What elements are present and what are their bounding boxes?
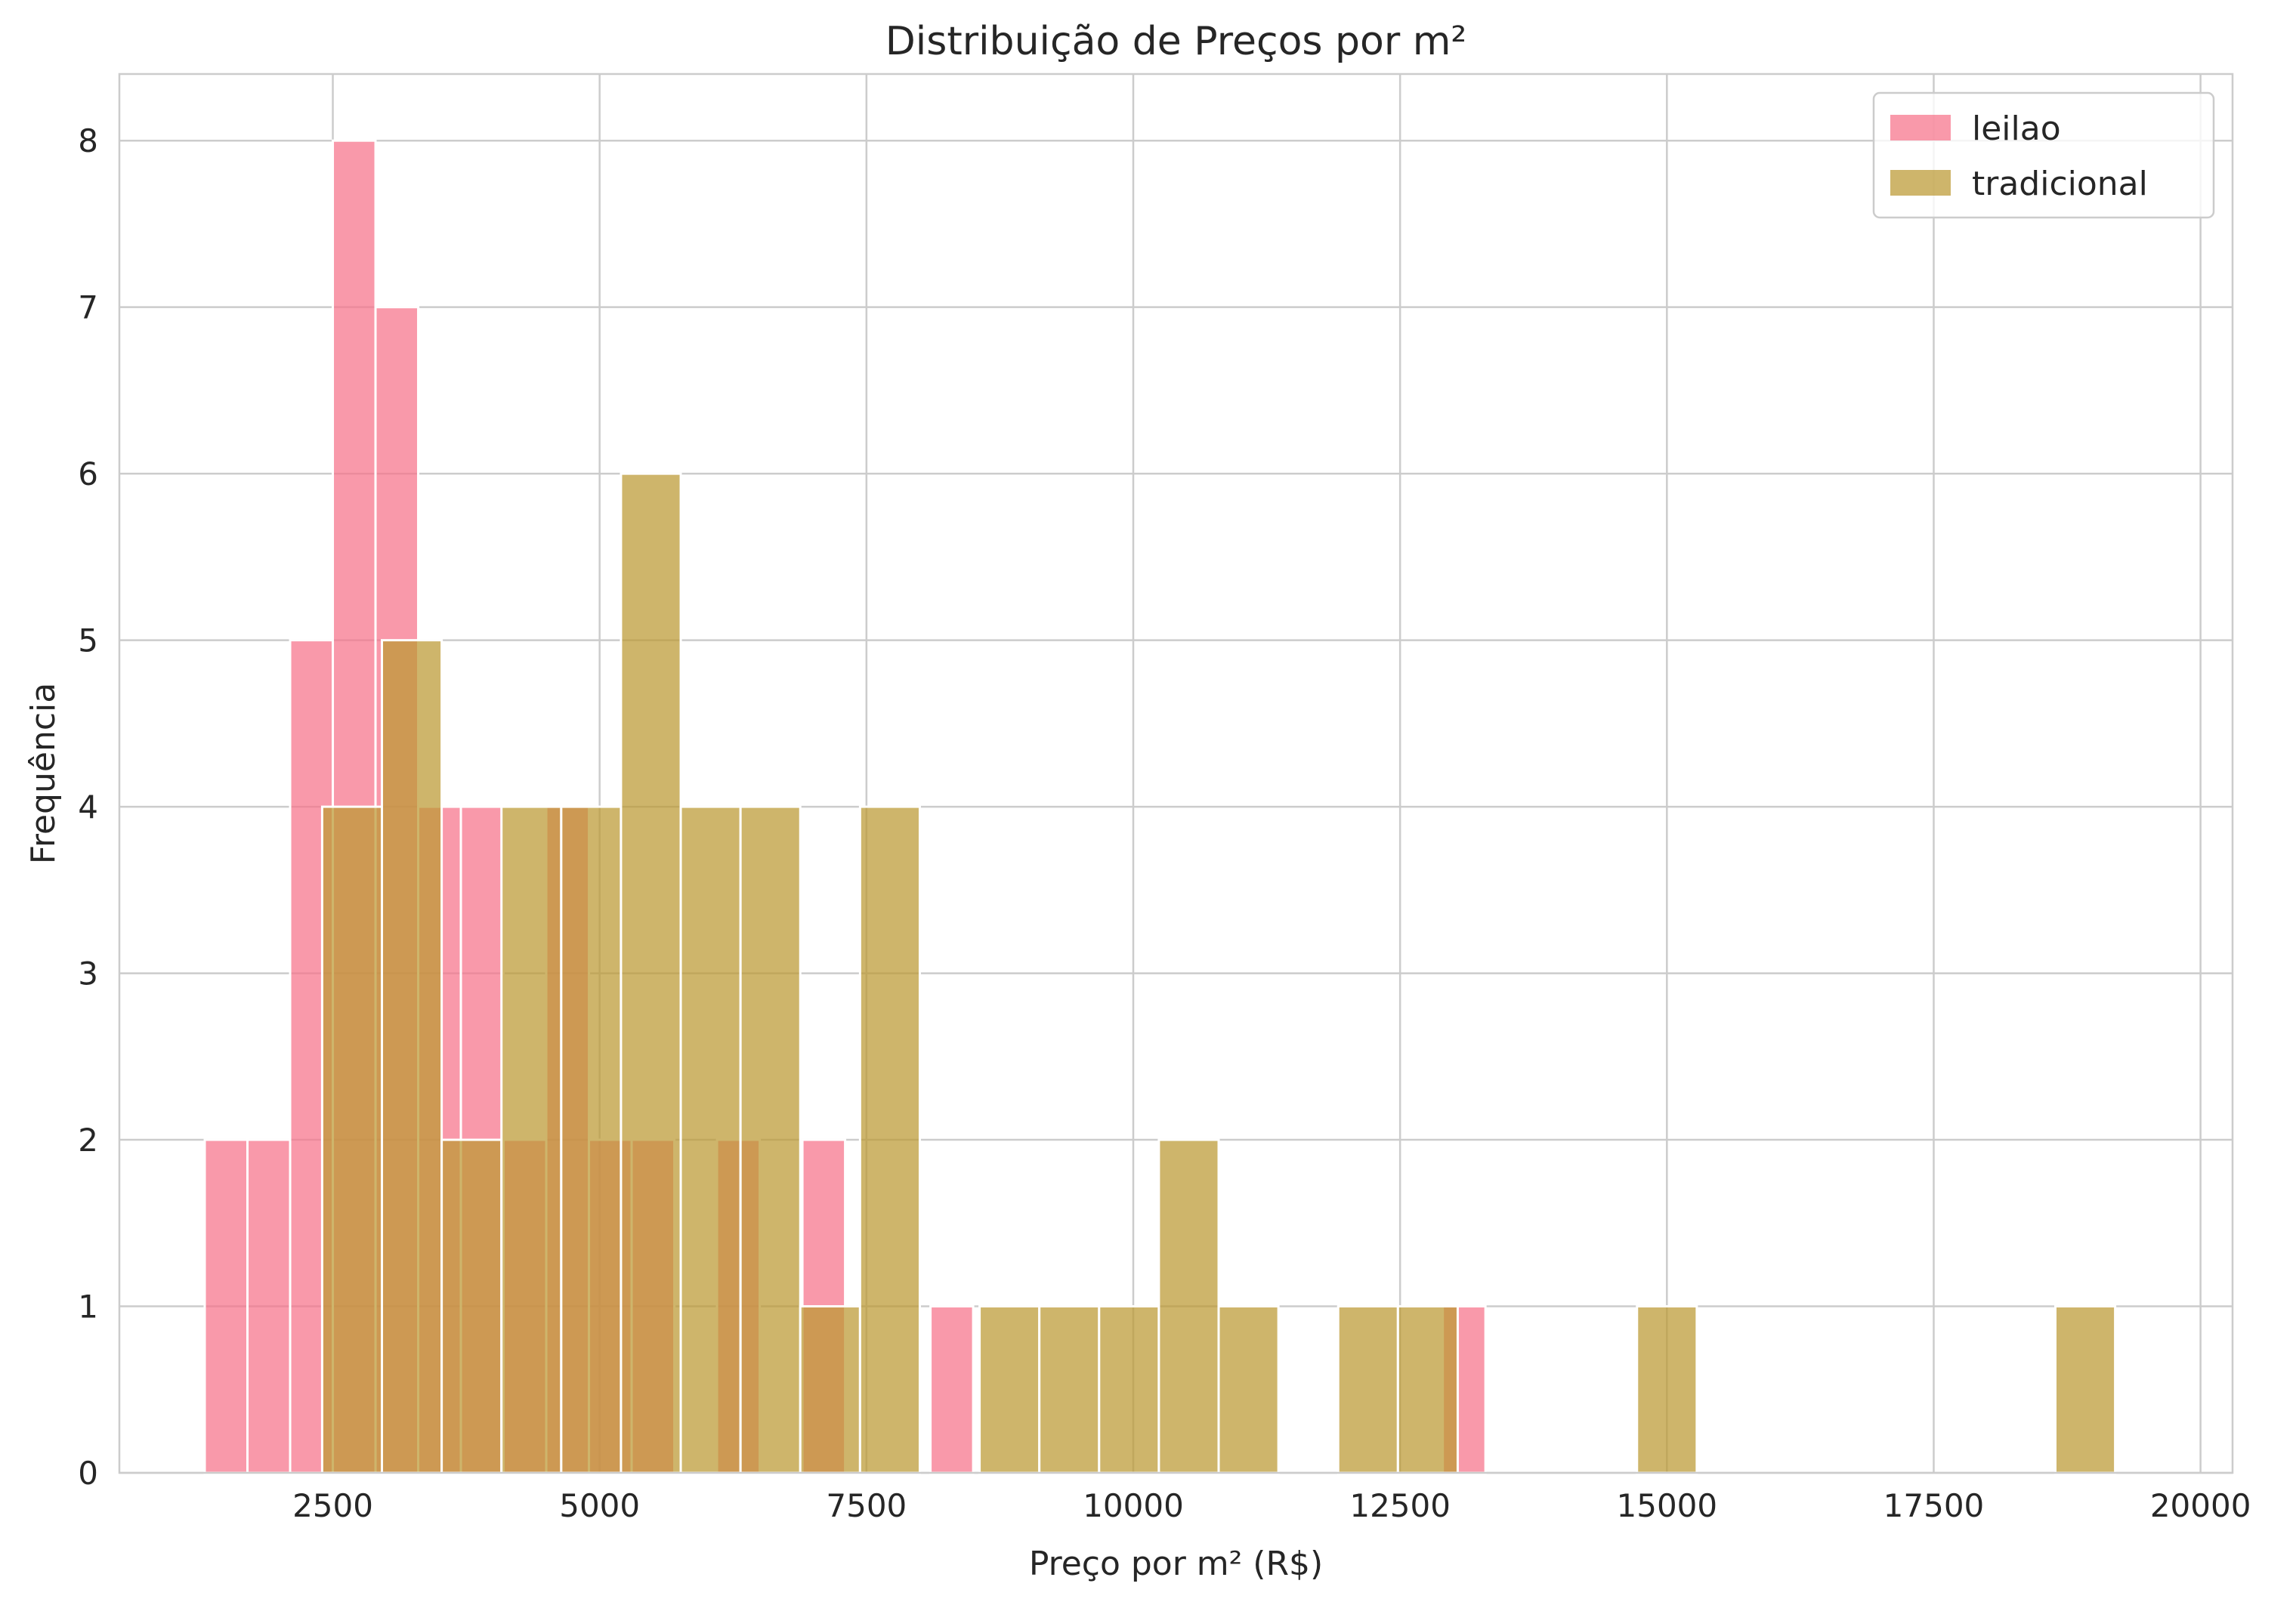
bar-tradicional (1098, 1305, 1160, 1474)
x-tick-label: 15000 (1617, 1487, 1718, 1524)
y-tick-label: 3 (78, 955, 98, 992)
bar-tradicional (381, 639, 443, 1474)
bar-leilao (929, 1305, 975, 1474)
x-tick-label: 17500 (1883, 1487, 1985, 1524)
bar-tradicional (1396, 1305, 1459, 1474)
y-tick-label: 2 (78, 1122, 98, 1159)
legend: leilao tradicional (1872, 91, 2215, 219)
y-tick-label: 8 (78, 122, 98, 159)
y-tick-label: 6 (78, 455, 98, 492)
x-tick-label: 2500 (292, 1487, 373, 1524)
legend-swatch-tradicional (1890, 170, 1951, 196)
x-tick-label: 12500 (1349, 1487, 1451, 1524)
bar-tradicional (320, 805, 384, 1474)
legend-swatch-leilao (1890, 115, 1951, 140)
x-tick-label: 5000 (559, 1487, 640, 1524)
bar-tradicional (1636, 1305, 1698, 1474)
bar-tradicional (1217, 1305, 1280, 1474)
x-axis-label: Preço por m² (R$) (1029, 1545, 1323, 1583)
bar-tradicional (2054, 1305, 2117, 1474)
y-tick-label: 0 (78, 1455, 98, 1492)
y-tick-label: 7 (78, 289, 98, 326)
y-axis-label: Frequência (24, 683, 63, 864)
y-tick-label: 4 (78, 789, 98, 826)
bar-tradicional (1038, 1305, 1101, 1474)
bar-tradicional (739, 805, 802, 1474)
bar-leilao (246, 1138, 292, 1474)
bar-tradicional (500, 805, 563, 1474)
y-tick-label: 5 (78, 622, 98, 659)
x-axis-ticks: 2500 5000 7500 10000 12500 15000 17500 20000 (292, 1487, 2251, 1524)
plot-area (118, 73, 2234, 1474)
bar-leilao (203, 1138, 249, 1474)
x-tick-label: 7500 (826, 1487, 907, 1524)
bar-tradicional (1157, 1138, 1220, 1474)
x-tick-label: 20000 (2150, 1487, 2251, 1524)
bar-tradicional (440, 1138, 503, 1474)
legend-label-leilao: leilao (1972, 110, 2061, 148)
histogram-bars (203, 139, 2117, 1474)
bar-tradicional (799, 1305, 861, 1474)
bar-tradicional (1337, 1305, 1399, 1474)
plot-frame (118, 73, 2234, 1474)
bar-tradicional (858, 805, 921, 1474)
bar-tradicional (679, 805, 742, 1474)
bar-tradicional (978, 1305, 1041, 1474)
y-tick-label: 1 (78, 1289, 98, 1326)
x-tick-label: 10000 (1083, 1487, 1184, 1524)
bar-tradicional (620, 472, 682, 1474)
chart-title: Distribuição de Preços por m² (885, 19, 1466, 64)
legend-box (1872, 91, 2215, 219)
y-axis-ticks: 0 1 2 3 4 5 6 7 8 (78, 122, 98, 1492)
bar-tradicional (560, 805, 623, 1474)
legend-label-tradicional: tradicional (1972, 165, 2148, 203)
